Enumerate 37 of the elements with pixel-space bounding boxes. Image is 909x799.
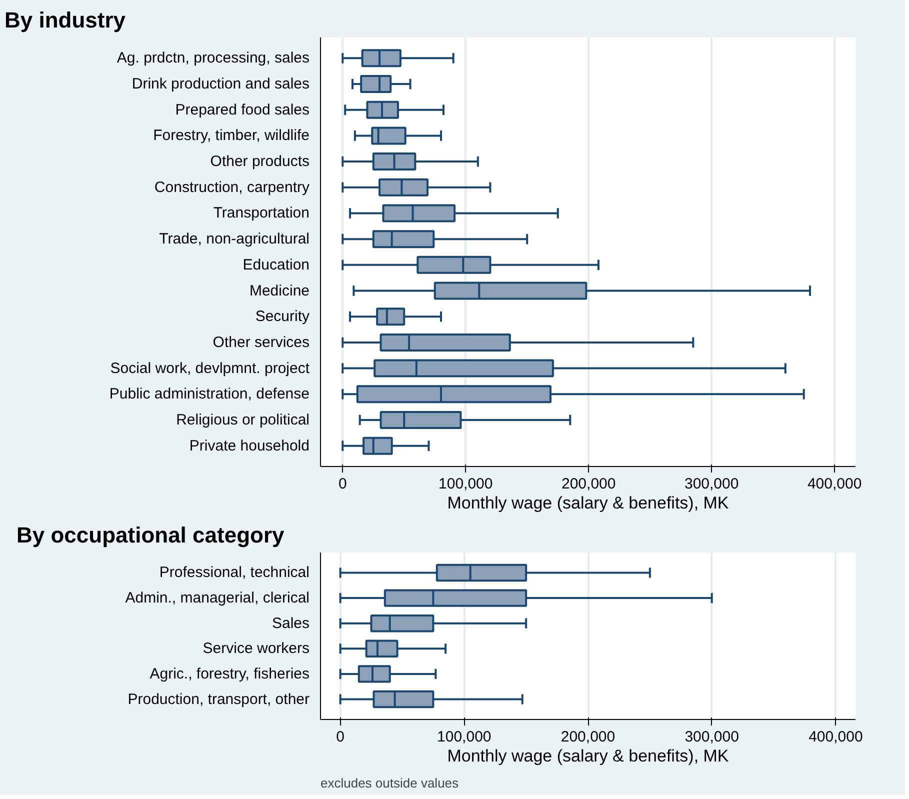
text: excludes outside values: [320, 776, 460, 790]
x-tick-label: 400,000: [808, 728, 863, 746]
y-tick-label: Other products: [210, 153, 310, 170]
y-tick-label: Religious or political: [176, 411, 310, 428]
y-tick-label: Production, transport, other: [128, 690, 310, 708]
y-tick-label: Public administration, defense: [109, 386, 310, 403]
text: By industry: [4, 8, 126, 32]
x-tick-label: 0: [338, 476, 347, 492]
x-tick-label: 100,000: [437, 728, 492, 746]
y-tick-label: Transportation: [213, 204, 310, 222]
y-tick-label: Ag. prdctn, processing, sales: [116, 50, 310, 67]
y-tick-label: Prepared food sales: [175, 101, 310, 118]
x-tick-label: 300,000: [684, 476, 739, 492]
x-axis-title: Monthly wage (salary & benefits), MK: [447, 746, 730, 766]
y-tick-label: Professional, technical: [159, 564, 310, 582]
y-tick-label: Social work, devlpmnt. project: [110, 360, 310, 377]
y-tick-label: Other services: [212, 334, 310, 351]
y-tick-label: Admin., managerial, clerical: [125, 590, 310, 607]
y-tick-label: Drink production and sales: [132, 76, 310, 93]
y-tick-label: Medicine: [249, 282, 310, 300]
chart-title: By occupational category: [16, 522, 286, 548]
x-tick-label: 200,000: [560, 728, 616, 746]
y-tick-label: Forestry, timber, wildlife: [153, 127, 310, 144]
x-tick-label: 400,000: [807, 476, 862, 492]
y-tick-label: Agric., forestry, fisheries: [150, 665, 310, 682]
y-tick-label: Service workers: [202, 640, 310, 658]
y-tick-label: Construction, carpentry: [154, 178, 310, 196]
y-tick-label: Sales: [272, 614, 310, 632]
y-tick-label: Security: [255, 308, 310, 326]
y-tick-label: Trade, non-agricultural: [159, 230, 310, 248]
x-tick-label: 100,000: [438, 476, 493, 492]
y-tick-label: Private household: [189, 437, 310, 454]
x-tick-label: 300,000: [684, 728, 739, 746]
y-tick-label: Education: [242, 256, 310, 274]
x-tick-label: 0: [336, 728, 344, 746]
x-tick-label: 200,000: [562, 476, 616, 492]
x-axis-title: Monthly wage (salary & benefits), MK: [447, 494, 730, 512]
